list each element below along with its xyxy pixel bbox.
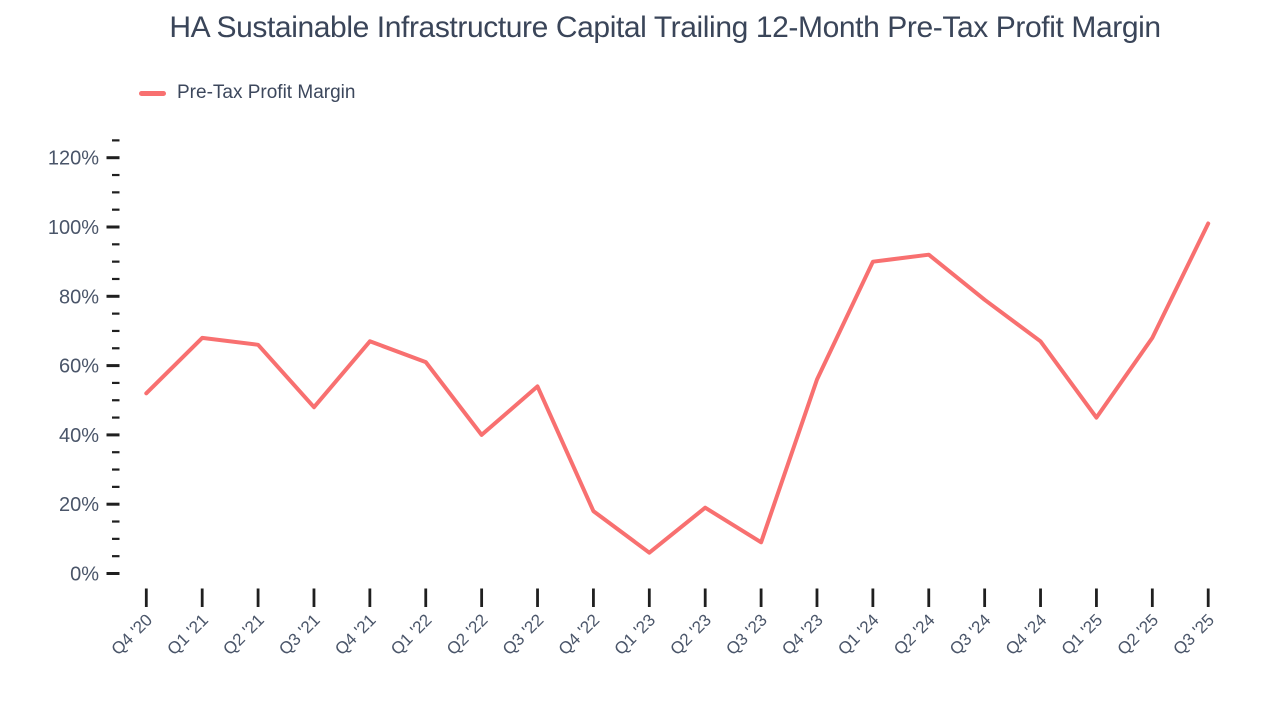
x-tick-label: Q2 '23 xyxy=(667,610,715,658)
y-tick-label: 120% xyxy=(48,148,99,170)
x-tick-label: Q1 '21 xyxy=(164,610,212,658)
x-tick-label: Q2 '24 xyxy=(890,610,938,658)
x-tick-label: Q1 '22 xyxy=(387,610,435,658)
x-tick-label: Q1 '23 xyxy=(611,610,659,658)
x-tick-label: Q4 '24 xyxy=(1002,610,1050,658)
chart-title: HA Sustainable Infrastructure Capital Tr… xyxy=(169,11,1161,44)
x-tick-label: Q2 '21 xyxy=(219,610,267,658)
y-tick-label: 80% xyxy=(59,286,99,308)
x-tick-label: Q3 '23 xyxy=(722,610,770,658)
profit-margin-line xyxy=(144,221,1211,555)
x-tick-label: Q1 '24 xyxy=(834,610,882,658)
x-tick-label: Q4 '21 xyxy=(331,610,379,658)
y-tick-label: 20% xyxy=(59,494,99,516)
x-tick-label: Q3 '24 xyxy=(946,610,994,658)
x-tick-label: Q3 '25 xyxy=(1170,610,1218,658)
x-tick-label: Q3 '21 xyxy=(275,610,323,658)
x-tick-label: Q1 '25 xyxy=(1058,610,1106,658)
x-tick-label: Q4 '22 xyxy=(555,610,603,658)
legend: Pre-Tax Profit Margin xyxy=(139,82,355,104)
y-tick-label: 40% xyxy=(59,425,99,447)
x-tick-label: Q2 '25 xyxy=(1114,610,1162,658)
x-tick-label: Q4 '23 xyxy=(778,610,826,658)
x-tick-label: Q3 '22 xyxy=(499,610,547,658)
legend-line-swatch xyxy=(139,90,166,96)
y-tick-label: 0% xyxy=(70,564,99,586)
y-tick-label: 100% xyxy=(48,217,99,239)
x-tick-label: Q4 '20 xyxy=(108,610,156,658)
legend-label: Pre-Tax Profit Margin xyxy=(177,82,356,103)
x-tick-label: Q2 '22 xyxy=(443,610,491,658)
y-tick-label: 60% xyxy=(59,356,99,378)
